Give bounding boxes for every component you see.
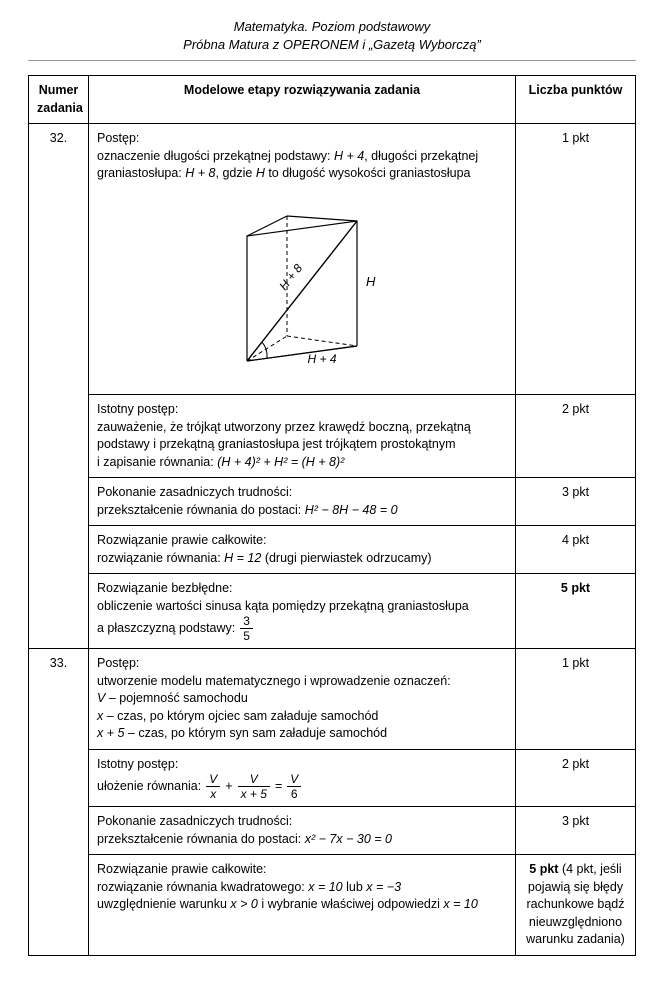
equals-sign: = [275,778,282,796]
fraction: V x [206,773,220,800]
step-cell: Pokonanie zasadniczych trudności: przeks… [89,478,516,526]
frac-num: V [287,773,301,787]
frac-num: V [206,773,220,787]
table-row: Istotny postęp: ułożenie równania: V x +… [29,749,636,807]
step-text: uwzględnienie warunku [97,897,230,911]
step-text: (drugi pierwiastek odrzucamy) [261,551,431,565]
label-Hplus4: H + 4 [307,352,336,366]
table-row: 33. Postęp: utworzenie modelu matematycz… [29,649,636,750]
math-eq: x = 10 [308,880,342,894]
fraction: V 6 [287,773,301,800]
task-number: 32. [29,124,89,649]
step-title: Postęp: [97,131,139,145]
frac-den: x + 5 [238,787,270,800]
step-title: Istotny postęp: [97,402,178,416]
math-var: H [256,166,265,180]
step-text: – czas, po którym ojciec sam załaduje sa… [103,709,378,723]
header-line-2: Próbna Matura z OPERONEM i „Gazetą Wybor… [183,37,481,52]
points-main: 5 pkt [529,862,558,876]
math-expr: H + 8 [185,166,215,180]
frac-num: 3 [240,615,253,629]
frac-den: 6 [287,787,301,800]
math-eq: x = 10 [443,897,477,911]
table-row: 32. Postęp: oznaczenie długości przekątn… [29,124,636,395]
step-text: – czas, po którym syn sam załaduje samoc… [124,726,387,740]
step-text: – pojemność samochodu [105,691,247,705]
label-Hplus8: H + 8 [276,261,305,293]
scoring-table: Numer zadania Modelowe etapy rozwiązywan… [28,75,636,956]
step-text: i wybranie właściwej odpowiedzi [258,897,444,911]
label-H: H [366,274,376,289]
step-text: utworzenie modelu matematycznego i wprow… [97,674,451,688]
prism-diagram: H H + 4 H + 8 [97,191,507,387]
table-row: Rozwiązanie prawie całkowite: rozwiązani… [29,526,636,574]
math-expr: H + 4 [334,149,364,163]
step-cell: Rozwiązanie prawie całkowite: rozwiązani… [89,526,516,574]
step-cell: Rozwiązanie bezbłędne: obliczenie wartoś… [89,574,516,649]
step-text: ułożenie równania: [97,778,201,796]
frac-den: 5 [240,629,253,642]
step-text: oznaczenie długości przekątnej podstawy: [97,149,334,163]
math-eq: x = −3 [366,880,401,894]
table-row: Rozwiązanie bezbłędne: obliczenie wartoś… [29,574,636,649]
step-text: to długość wysokości graniastosłupa [265,166,471,180]
col-punkty: Liczba punktów [516,76,636,124]
step-cell: Istotny postęp: zauważenie, że trójkąt u… [89,395,516,478]
math-eq: H² − 8H − 48 = 0 [305,503,398,517]
step-text: i zapisanie równania: [97,455,217,469]
col-etapy: Modelowe etapy rozwiązywania zadania [89,76,516,124]
math-var: x + 5 [97,726,124,740]
step-cell: Rozwiązanie prawie całkowite: rozwiązani… [89,855,516,956]
col-numer: Numer zadania [29,76,89,124]
points-cell: 3 pkt [516,478,636,526]
math-eq: x > 0 [230,897,257,911]
page-header: Matematyka. Poziom podstawowy Próbna Mat… [28,18,636,61]
points-cell: 2 pkt [516,395,636,478]
step-title: Postęp: [97,656,139,670]
step-title: Pokonanie zasadniczych trudności: [97,485,292,499]
points-cell: 5 pkt [516,574,636,649]
fraction: V x + 5 [238,773,270,800]
plus-sign: + [225,778,232,796]
points-cell: 5 pkt (4 pkt, jeśli pojawią się błędy ra… [516,855,636,956]
step-cell: Pokonanie zasadniczych trudności: przeks… [89,807,516,855]
points-cell: 1 pkt [516,649,636,750]
points-cell: 3 pkt [516,807,636,855]
page: Matematyka. Poziom podstawowy Próbna Mat… [0,0,664,986]
table-row: Rozwiązanie prawie całkowite: rozwiązani… [29,855,636,956]
points-cell: 4 pkt [516,526,636,574]
step-text: przekształcenie równania do postaci: [97,832,305,846]
math-eq: x² − 7x − 30 = 0 [305,832,392,846]
header-line-1: Matematyka. Poziom podstawowy [234,19,431,34]
math-eq: (H + 4)² + H² = (H + 8)² [217,455,344,469]
math-eq: H = 12 [224,551,261,565]
step-title: Pokonanie zasadniczych trudności: [97,814,292,828]
step-text: zauważenie, że trójkąt utworzony przez k… [97,420,471,452]
table-row: Pokonanie zasadniczych trudności: przeks… [29,478,636,526]
step-text: , gdzie [216,166,256,180]
step-cell: Istotny postęp: ułożenie równania: V x +… [89,749,516,807]
step-title: Rozwiązanie bezbłędne: [97,581,233,595]
step-title: Rozwiązanie prawie całkowite: [97,862,267,876]
task-number: 33. [29,649,89,956]
frac-den: x [206,787,220,800]
points-cell: 2 pkt [516,749,636,807]
points-cell: 1 pkt [516,124,636,395]
step-text: przekształcenie równania do postaci: [97,503,305,517]
step-text: rozwiązanie równania kwadratowego: [97,880,308,894]
step-cell: Postęp: oznaczenie długości przekątnej p… [89,124,516,395]
step-title: Istotny postęp: [97,757,178,771]
step-text: a płaszczyzną podstawy: [97,620,235,638]
step-cell: Postęp: utworzenie modelu matematycznego… [89,649,516,750]
or-text: lub [343,880,367,894]
table-header-row: Numer zadania Modelowe etapy rozwiązywan… [29,76,636,124]
step-text: obliczenie wartości sinusa kąta pomiędzy… [97,599,469,613]
frac-num: V [238,773,270,787]
prism-svg: H H + 4 H + 8 [202,191,402,381]
step-title: Rozwiązanie prawie całkowite: [97,533,267,547]
step-text: rozwiązanie równania: [97,551,224,565]
fraction: 3 5 [240,615,253,642]
table-row: Pokonanie zasadniczych trudności: przeks… [29,807,636,855]
table-row: Istotny postęp: zauważenie, że trójkąt u… [29,395,636,478]
